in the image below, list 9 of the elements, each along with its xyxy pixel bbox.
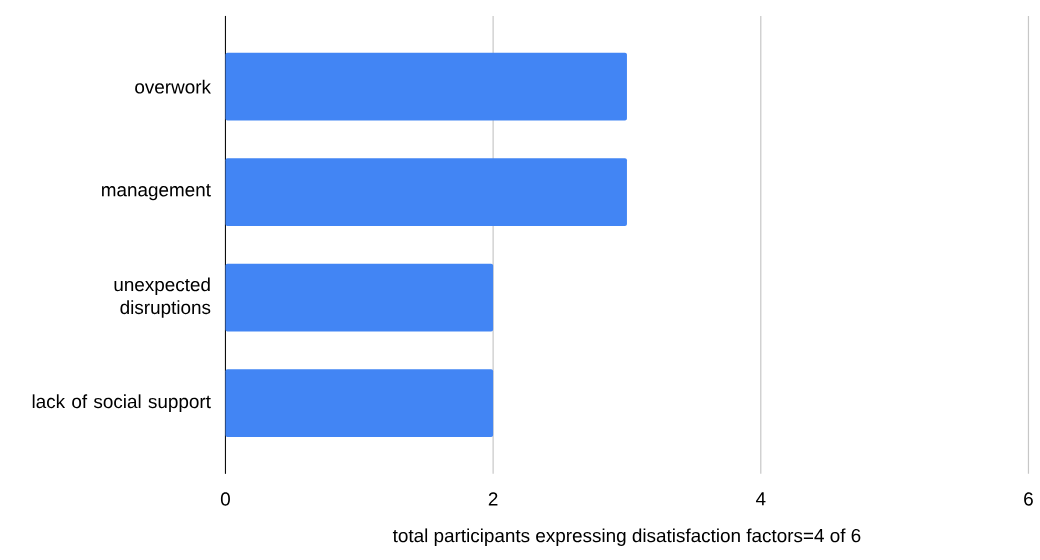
y-tick-label: unexpected disruptions xyxy=(114,277,211,319)
x-tick-label: 2 xyxy=(488,492,498,506)
y-tick-label: management xyxy=(102,184,211,201)
y-tick-label: lack of social support xyxy=(32,394,211,413)
x-tick-label: 6 xyxy=(1024,492,1033,506)
x-tick-label: 0 xyxy=(220,492,230,506)
x-axis-title: total participants expressing disatisfaction factors=4 of 6 xyxy=(392,528,861,547)
y-tick-label: overwork xyxy=(135,79,211,94)
x-tick-label: 4 xyxy=(755,492,766,506)
